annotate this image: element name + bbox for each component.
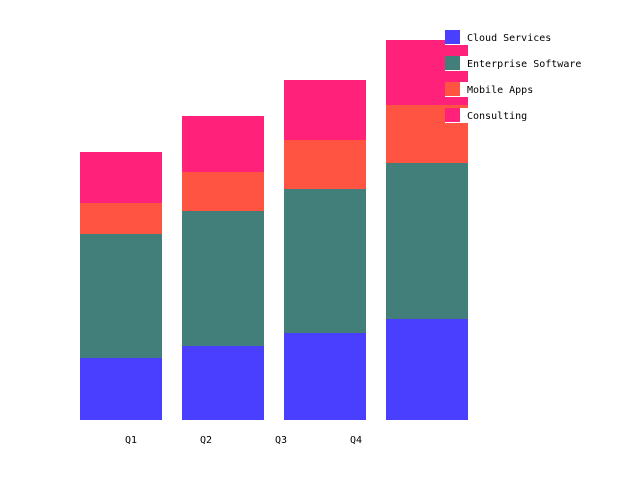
x-tick-labels: Q1 Q2 Q3 Q4 <box>125 435 362 446</box>
bar-q2-consulting <box>182 116 264 172</box>
legend-label-mobile-apps: Mobile Apps <box>467 85 533 96</box>
legend-swatch-mobile-apps <box>445 82 460 96</box>
legend-entry-background <box>445 56 585 71</box>
bar-q4-enterprise-software <box>386 163 468 319</box>
bar-q3-enterprise-software <box>284 189 366 333</box>
bars-group <box>80 40 468 420</box>
legend-label-enterprise-software: Enterprise Software <box>467 59 581 70</box>
bar-q2-mobile-apps <box>182 172 264 211</box>
bar-q1-consulting <box>80 152 162 203</box>
bar-q2-enterprise-software <box>182 211 264 346</box>
legend-label-consulting: Consulting <box>467 111 527 122</box>
x-tick-label-q3: Q3 <box>275 435 287 446</box>
bar-q2-cloud-services <box>182 346 264 420</box>
legend-entry-background <box>445 108 585 123</box>
bar-q1-enterprise-software <box>80 234 162 358</box>
legend-swatch-enterprise-software <box>445 56 460 70</box>
bar-q3-mobile-apps <box>284 140 366 189</box>
bar-q1-cloud-services <box>80 358 162 420</box>
legend-entry-background <box>445 82 585 97</box>
bar-q3-consulting <box>284 80 366 140</box>
x-tick-label-q4: Q4 <box>350 435 362 446</box>
legend-swatch-consulting <box>445 108 460 122</box>
bar-q3-cloud-services <box>284 333 366 420</box>
legend-swatch-cloud-services <box>445 30 460 44</box>
legend: Cloud Services Enterprise Software Mobile … <box>445 30 585 123</box>
legend-entry-background <box>445 30 585 45</box>
bar-q4-cloud-services <box>386 319 468 420</box>
bar-q1-mobile-apps <box>80 203 162 234</box>
legend-label-cloud-services: Cloud Services <box>467 33 551 44</box>
x-tick-label-q1: Q1 <box>125 435 137 446</box>
x-tick-label-q2: Q2 <box>200 435 212 446</box>
